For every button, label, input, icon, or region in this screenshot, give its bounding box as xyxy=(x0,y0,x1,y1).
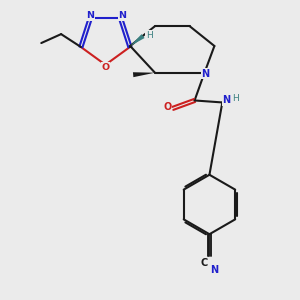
Text: N: N xyxy=(201,69,209,79)
Text: N: N xyxy=(86,11,94,20)
Text: H: H xyxy=(232,94,238,103)
Polygon shape xyxy=(130,34,145,46)
Polygon shape xyxy=(133,72,155,77)
Text: H: H xyxy=(146,31,152,40)
Text: O: O xyxy=(164,102,172,112)
Text: N: N xyxy=(210,265,218,275)
Text: N: N xyxy=(222,95,230,106)
Text: O: O xyxy=(101,63,110,72)
Text: N: N xyxy=(118,11,127,20)
Text: C: C xyxy=(201,258,208,268)
